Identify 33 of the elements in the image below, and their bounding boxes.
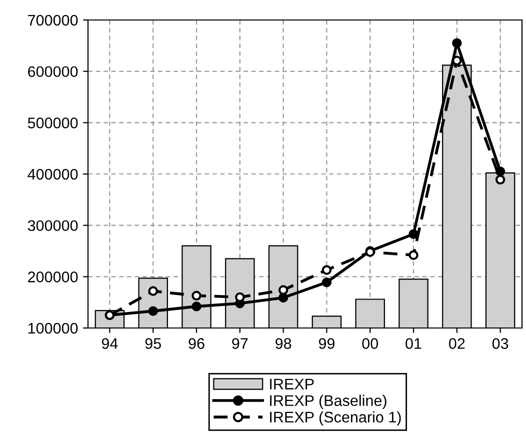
- legend-label: IREXP (Scenario 1): [270, 411, 401, 426]
- x-tick-label: 02: [449, 338, 465, 349]
- point: [408, 229, 418, 239]
- point: [148, 306, 158, 316]
- y-tick-label: 400000: [28, 168, 78, 180]
- x-tick-label: 95: [145, 338, 161, 349]
- point: [278, 285, 288, 295]
- legend-label: IREXP: [270, 378, 314, 390]
- point: [278, 292, 288, 303]
- y-tick-label: 700000: [28, 14, 78, 26]
- x-tick-label: 96: [188, 338, 204, 349]
- point: [452, 56, 462, 66]
- point: [192, 290, 202, 301]
- point: [408, 250, 418, 260]
- point: [495, 174, 506, 185]
- x-tick-label: 99: [318, 338, 334, 349]
- point: [322, 265, 332, 275]
- x-tick-label: 01: [406, 338, 422, 349]
- y-tick-label: 500000: [28, 118, 78, 128]
- x-tick-label: 97: [232, 338, 248, 349]
- point: [148, 286, 158, 296]
- y-tick-label: 100000: [28, 322, 78, 334]
- point: [322, 277, 332, 288]
- legend-label: IREXP (Baseline): [270, 394, 386, 410]
- x-tick-label: 94: [102, 338, 118, 349]
- y-tick-label: 300000: [28, 220, 78, 232]
- y-tick-label: 200000: [28, 272, 78, 282]
- x-tick-label: 03: [492, 338, 508, 349]
- point: [192, 302, 202, 312]
- x-tick-label: 98: [276, 338, 292, 349]
- x-tick-label: 00: [362, 338, 378, 349]
- point: [452, 38, 462, 48]
- y-tick-label: 600000: [28, 66, 78, 78]
